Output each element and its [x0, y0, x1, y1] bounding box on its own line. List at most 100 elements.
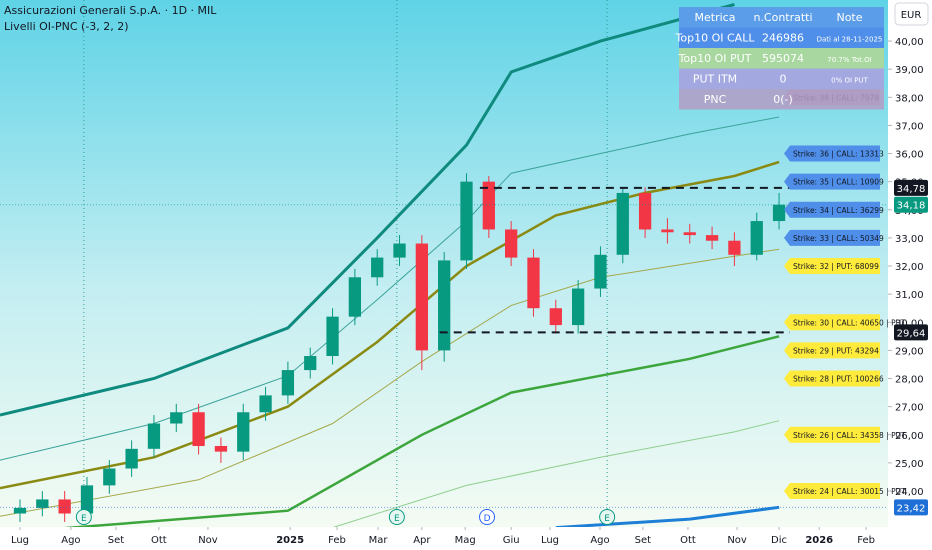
channel-line	[332, 420, 780, 527]
y-tick-label: 25,00	[895, 459, 924, 470]
event-marker[interactable]	[388, 509, 405, 525]
x-tick-label: Ago	[590, 535, 609, 546]
strike-label-box	[784, 483, 880, 500]
strike-label-box	[784, 426, 880, 443]
strike-label: Strike: 24 | CALL: 30015 | PUT	[793, 487, 906, 496]
table-cell: 595074	[762, 52, 804, 65]
candle-body	[393, 243, 406, 258]
candle-body	[13, 507, 27, 514]
y-tick-label: 36,00	[895, 150, 924, 161]
price-tag-label: 34,18	[897, 201, 926, 212]
candle-body	[661, 229, 674, 233]
channel-line	[0, 3, 735, 417]
y-tick-label: 30,00	[895, 318, 924, 329]
strike-label-box	[784, 145, 880, 162]
x-tick-label: Mag	[455, 535, 476, 546]
strike-label: Strike: 34 | CALL: 36299	[793, 206, 884, 215]
event-label: D	[484, 514, 491, 524]
table-cell: 0	[780, 73, 787, 86]
candle-body	[549, 308, 562, 326]
y-tick-label: 39,00	[895, 65, 924, 76]
strike-label: Strike: 32 | PUT: 68099	[793, 262, 879, 271]
strike-label-box	[784, 173, 880, 190]
event-marker[interactable]	[75, 509, 92, 525]
candle-body	[237, 412, 250, 452]
candle-body	[348, 277, 362, 317]
price-tag-label: 29,64	[897, 328, 926, 339]
table-header: n.Contratti	[753, 11, 812, 24]
x-tick-label: Nov	[727, 535, 747, 546]
time-axis-panel	[0, 527, 888, 550]
candle-body	[36, 499, 49, 508]
table-cell: 0% OI PUT	[831, 77, 868, 85]
candle-body	[326, 316, 339, 357]
y-tick-label: 26,00	[895, 431, 924, 442]
y-tick-label: 24,00	[895, 487, 924, 498]
table-cell: Top10 OI PUT	[678, 52, 752, 65]
table-header: Metrica	[695, 11, 736, 24]
x-tick-label: Ago	[61, 535, 80, 546]
table-cell: 246986	[762, 32, 804, 45]
candle-body	[705, 235, 719, 241]
candle-body	[505, 229, 518, 258]
candle-body	[728, 240, 741, 255]
strike-label-box	[784, 314, 880, 331]
candle-body	[58, 499, 71, 514]
price-tag-label: 34,78	[897, 184, 926, 195]
x-tick-label: Nov	[198, 535, 218, 546]
table-cell: Top10 OI CALL	[675, 32, 756, 45]
candle-body	[281, 370, 295, 396]
candle-body	[371, 257, 384, 278]
table-row-bg	[679, 27, 884, 48]
strike-label-box	[784, 229, 880, 246]
x-tick-label: 2026	[805, 535, 833, 546]
price-tag-label: 23,42	[897, 503, 926, 514]
strike-label-box	[784, 201, 880, 218]
y-tick-label: 27,00	[895, 403, 924, 414]
strike-label: Strike: 36 | CALL: 13313	[793, 150, 884, 159]
y-tick-label: 33,00	[895, 234, 924, 245]
table-row-bg	[679, 48, 884, 69]
event-label: E	[604, 514, 610, 524]
x-tick-label: Set	[635, 535, 652, 546]
y-tick-label: 32,00	[895, 262, 924, 273]
x-tick-label: 2025	[276, 535, 304, 546]
indicator-title: Livelli OI-PNC (-3, 2, 2)	[4, 20, 129, 33]
candle-body	[304, 356, 317, 371]
candle-body	[750, 221, 763, 255]
table-cell: 70.7% Tot.OI	[827, 56, 871, 64]
y-tick-label: 37,00	[895, 121, 924, 132]
strike-label: Strike: 33 | CALL: 50349	[793, 234, 884, 243]
strike-label: Strike: 35 | CALL: 10909	[793, 178, 884, 187]
table-cell: PUT ITM	[693, 73, 737, 86]
currency-button[interactable]	[894, 2, 929, 26]
candle-body	[259, 395, 272, 413]
x-tick-label: Lug	[541, 535, 559, 546]
table-row-bg	[679, 89, 884, 110]
candle-body	[460, 181, 473, 261]
x-tick-label: Giu	[503, 535, 520, 546]
x-tick-label: Feb	[328, 535, 346, 546]
candle-body	[683, 232, 696, 236]
event-marker[interactable]	[599, 509, 616, 525]
candle-body	[438, 260, 451, 351]
candle-body	[594, 254, 607, 289]
event-marker[interactable]	[479, 509, 496, 525]
event-label: E	[394, 514, 400, 524]
price-tag	[894, 196, 928, 213]
candle-body	[772, 204, 786, 222]
table-cell: PNC	[704, 93, 727, 106]
candle-body	[616, 192, 629, 255]
x-tick-label: Set	[108, 535, 125, 546]
candle-body	[415, 243, 428, 351]
plot	[0, 0, 888, 527]
y-tick-label: 28,00	[895, 375, 924, 386]
chart-title: Assicurazioni Generali S.p.A. · 1D · MIL	[4, 4, 217, 17]
price-tag	[894, 179, 928, 196]
table-header: Note	[836, 11, 862, 24]
table-row-bg	[679, 68, 884, 89]
candle-body	[214, 446, 228, 452]
price-tag	[894, 499, 928, 516]
